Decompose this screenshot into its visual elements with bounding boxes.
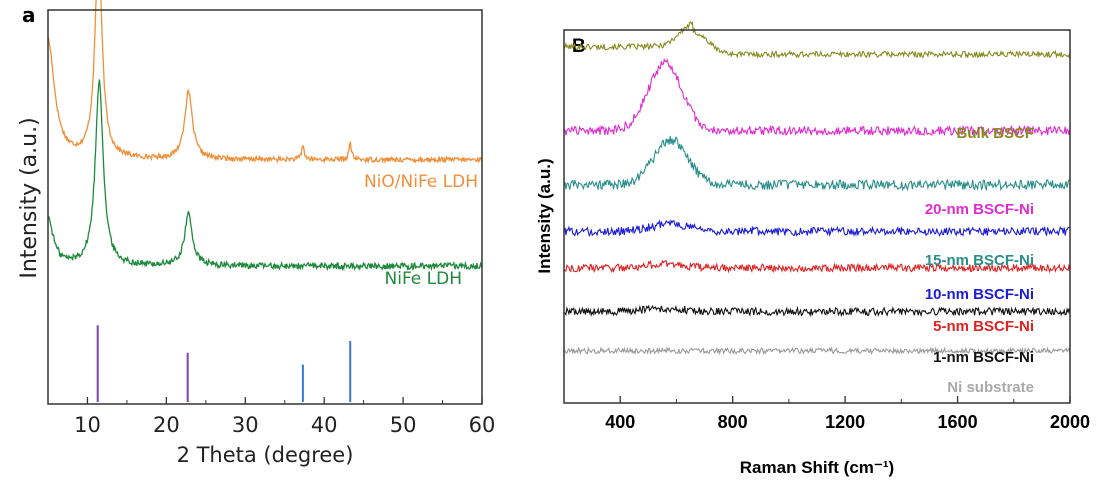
raman-series-label-2: 20-nm BSCF-Ni (925, 201, 1034, 218)
raman-series-label-7: Ni substrate (947, 379, 1034, 396)
xrd-tick-label: 30 (232, 413, 259, 437)
xrd-tick-label: 10 (74, 413, 101, 437)
xrd-series-line-2 (47, 79, 483, 272)
raman-y-axis-label: Intensity (a.u.) (535, 158, 554, 273)
xrd-y-axis-label: Intensity (a.u.) (17, 117, 42, 278)
raman-series-line-1 (563, 20, 1071, 60)
legend-nio-nife-ldh: NiO/NiFe LDH (364, 172, 478, 192)
raman-series-labels: Bulk BSCF 20-nm BSCF-Ni 15-nm BSCF-Ni 10-nm… (925, 125, 1034, 396)
xrd-x-ticks: 10 20 30 40 50 60 (74, 397, 495, 437)
xrd-axes-frame (47, 9, 483, 405)
xrd-tick-label: 60 (469, 413, 496, 437)
raman-series-line-3 (563, 135, 1071, 192)
raman-series-line-5 (563, 259, 1071, 274)
xrd-tick-label: 20 (153, 413, 180, 437)
xrd-tick-label: 50 (390, 413, 417, 437)
xrd-chart: a 10 20 30 40 50 60 2 Theta (degree) Intensit… (17, 0, 495, 467)
raman-series-line-6 (563, 304, 1071, 318)
raman-series-line-4 (563, 219, 1071, 238)
raman-axes-frame (563, 29, 1071, 404)
raman-tick-label: 1600 (938, 412, 978, 432)
xrd-tick-label: 40 (311, 413, 338, 437)
raman-tick-label: 1200 (825, 412, 865, 432)
xrd-series-line-1 (47, 0, 483, 165)
raman-series-label-4: 10-nm BSCF-Ni (925, 286, 1034, 303)
raman-series-label-1: Bulk BSCF (956, 125, 1034, 142)
raman-x-axis-label: Raman Shift (cm⁻¹) (740, 458, 894, 477)
raman-tick-label: 2000 (1050, 412, 1090, 432)
raman-series-label-6: 1-nm BSCF-Ni (933, 349, 1034, 366)
xrd-plot-area (47, 0, 483, 402)
raman-tick-label: 400 (605, 412, 635, 432)
raman-series-line-7 (563, 346, 1071, 356)
raman-tick-label: 800 (718, 412, 748, 432)
raman-series-label-3: 15-nm BSCF-Ni (925, 252, 1034, 269)
raman-plot-area (563, 20, 1071, 356)
raman-series-line-2 (563, 57, 1071, 137)
xrd-x-axis-label: 2 Theta (degree) (177, 443, 354, 467)
legend-nife-ldh: NiFe LDH (385, 269, 463, 289)
panel-label-a: a (22, 3, 36, 27)
raman-x-ticks: 400 800 1200 1600 2000 (563, 396, 1090, 432)
raman-series-label-5: 5-nm BSCF-Ni (933, 318, 1034, 335)
